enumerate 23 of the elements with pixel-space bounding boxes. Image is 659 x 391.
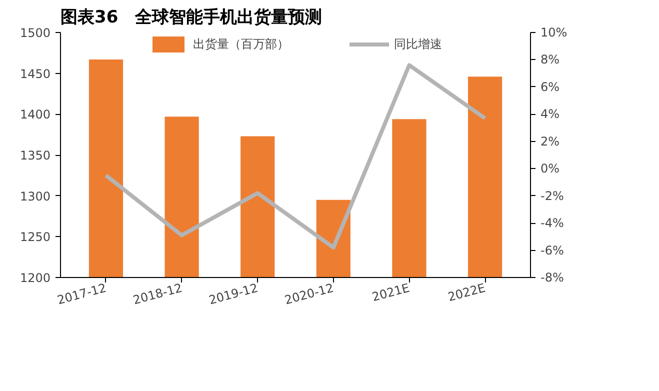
y-tick-label: 1200 — [20, 271, 51, 285]
y2-tick-label: -8% — [540, 270, 564, 284]
y2-tick-label: 4% — [540, 107, 560, 122]
y2-tick-label: -4% — [540, 216, 564, 230]
y2-tick-label: -2% — [540, 188, 564, 203]
y-tick-label: 1400 — [20, 108, 51, 122]
y-tick-label: 1250 — [20, 230, 51, 244]
x-tick-label: 2022E — [446, 280, 487, 304]
y2-tick-label: -6% — [540, 243, 564, 258]
y2-tick-label: 10% — [540, 26, 568, 40]
line-series — [104, 63, 488, 250]
legend-label: 同比增速 — [394, 36, 442, 52]
y-tick-label: 1350 — [20, 148, 51, 162]
y2-tick-label: 0% — [540, 162, 560, 176]
y-tick-label: 1300 — [20, 189, 51, 204]
legend-label: 出货量（百万部） — [193, 36, 289, 52]
y-tick-label: 1450 — [20, 66, 51, 81]
y2-tick-label: 6% — [540, 80, 560, 94]
y2-tick-label: 8% — [540, 52, 560, 67]
chart-title: 图表36 全球智能手机出货量预测 — [60, 8, 322, 28]
x-tick-label: 2021E — [370, 280, 412, 304]
y-tick-label: 1500 — [20, 26, 51, 40]
y2-tick-label: 2% — [540, 134, 560, 148]
